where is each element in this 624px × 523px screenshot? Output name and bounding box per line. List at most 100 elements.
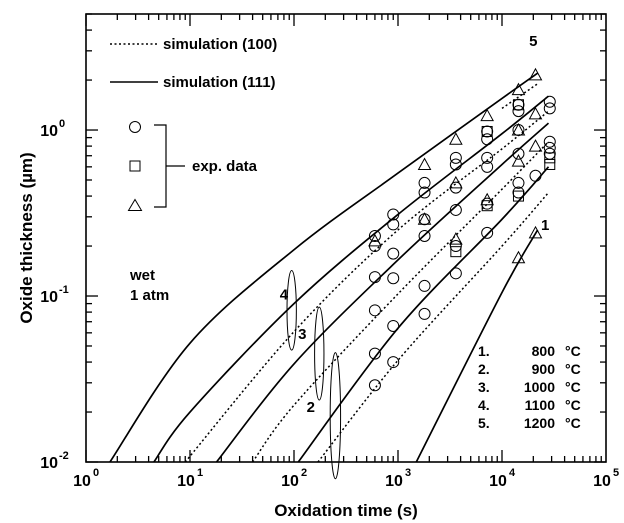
temp-row-number: 2. xyxy=(478,361,490,377)
y-tick-exponent: -1 xyxy=(59,284,69,296)
exp-point-triangle xyxy=(449,132,463,145)
curve-group-ellipse xyxy=(314,306,325,401)
condition-wet: wet xyxy=(129,267,155,284)
exp-point-triangle xyxy=(480,108,495,122)
exp-point-circle xyxy=(543,135,556,148)
x-tick-exponent: 3 xyxy=(405,467,411,479)
legend-triangle-marker xyxy=(127,198,143,211)
x-tick-label: 10 xyxy=(385,473,403,490)
x-axis-label: Oxidation time (s) xyxy=(274,501,418,520)
temp-row-number: 1. xyxy=(478,343,490,359)
exp-point-circle xyxy=(368,304,381,317)
exp-point-circle xyxy=(368,379,381,392)
exp-point-circle xyxy=(387,218,400,231)
legend-exp-label: exp. data xyxy=(192,158,258,175)
exp-point-circle xyxy=(449,240,462,253)
exp-point-circle xyxy=(387,356,400,369)
temp-row-value: 1200 xyxy=(524,415,555,431)
curve-number-label: 4 xyxy=(280,287,289,304)
curve-group-ellipse xyxy=(329,352,342,480)
x-tick-label: 10 xyxy=(177,473,195,490)
exp-point-circle xyxy=(512,147,525,160)
exp-point-circle xyxy=(529,169,542,182)
y-axis-label: Oxide thickness (µm) xyxy=(17,152,36,323)
curve-number-label: 1 xyxy=(541,217,549,234)
curve-111-800 xyxy=(415,229,539,463)
curve-111-1100 xyxy=(153,95,550,463)
x-tick-label: 10 xyxy=(281,473,299,490)
exp-point-square xyxy=(544,158,556,170)
exp-point-square xyxy=(544,152,556,164)
x-tick-exponent: 1 xyxy=(197,467,203,479)
y-tick-label: 10 xyxy=(40,455,58,472)
exp-point-circle xyxy=(543,102,556,115)
exp-point-circle xyxy=(481,226,494,239)
annotations: 1 2 3 4 5 xyxy=(280,33,549,480)
exp-point-square xyxy=(512,190,524,202)
exp-point-triangle xyxy=(417,212,432,225)
temp-row-unit: °C xyxy=(565,361,581,377)
curve-111-1000 xyxy=(215,122,550,463)
temp-row-value: 1100 xyxy=(525,397,556,413)
temp-row-value: 900 xyxy=(532,361,556,377)
exp-point-circle xyxy=(387,272,400,285)
exp-point-triangle xyxy=(368,233,382,247)
exp-point-square xyxy=(512,99,524,111)
curve-100-1000 xyxy=(252,141,550,463)
exp-point-circle xyxy=(512,105,525,118)
curve-number-label: 5 xyxy=(529,33,537,50)
legend-circle-marker xyxy=(129,121,141,133)
curve-number-label: 3 xyxy=(298,326,306,343)
x-tick-exponent: 5 xyxy=(613,467,619,479)
exp-point-circle xyxy=(368,271,381,284)
exp-point-triangle xyxy=(528,106,543,120)
legend-sim111-label: simulation (111) xyxy=(163,74,276,91)
legend-square-marker xyxy=(129,160,141,172)
curve-100-900 xyxy=(317,192,550,463)
exp-point-triangle xyxy=(528,225,543,239)
temp-row-value: 1000 xyxy=(524,379,555,395)
x-tick-exponent: 0 xyxy=(93,467,99,479)
exp-point-circle xyxy=(418,213,431,226)
temp-row-unit: °C xyxy=(565,415,581,431)
exp-point-triangle xyxy=(449,232,463,245)
temp-row-number: 3. xyxy=(478,379,490,395)
x-tick-label: 10 xyxy=(489,473,507,490)
exp-point-circle xyxy=(368,347,381,360)
exp-point-circle xyxy=(387,247,400,260)
temp-row-unit: °C xyxy=(565,343,581,359)
temp-row-value: 800 xyxy=(532,343,556,359)
exp-point-circle xyxy=(512,98,525,111)
legend-sim100-label: simulation (100) xyxy=(163,36,277,53)
axes: 10 0 10 1 10 2 10 3 10 4 10 510 -210 -110 0 xyxy=(40,13,619,490)
exp-point-triangle xyxy=(528,67,543,81)
exp-point-circle xyxy=(418,186,431,199)
exp-point-triangle xyxy=(511,82,526,96)
exp-point-circle xyxy=(418,176,431,189)
exp-point-square xyxy=(481,125,493,137)
curve-number-label: 2 xyxy=(307,399,315,416)
exp-point-circle xyxy=(449,151,462,164)
x-tick-exponent: 4 xyxy=(509,467,516,479)
exp-point-circle xyxy=(481,151,494,164)
temp-row-unit: °C xyxy=(565,397,581,413)
temp-row-unit: °C xyxy=(565,379,581,395)
exp-point-circle xyxy=(368,229,381,242)
simulation-curves xyxy=(109,72,550,463)
exp-point-circle xyxy=(543,95,556,108)
curve-111-1200 xyxy=(109,72,539,463)
exp-point-circle xyxy=(449,267,462,280)
exp-point-triangle xyxy=(511,250,526,264)
exp-point-circle xyxy=(418,279,431,292)
exp-point-triangle xyxy=(511,154,526,167)
exp-point-square xyxy=(481,200,493,212)
exp-point-circle xyxy=(418,307,431,320)
exp-point-circle xyxy=(387,319,400,332)
curve-100-1100 xyxy=(184,110,549,463)
exp-point-circle xyxy=(512,124,525,137)
temp-row-number: 4. xyxy=(478,397,490,413)
exp-point-circle xyxy=(512,176,525,189)
y-tick-exponent: 0 xyxy=(59,118,65,130)
x-tick-exponent: 2 xyxy=(301,467,307,479)
